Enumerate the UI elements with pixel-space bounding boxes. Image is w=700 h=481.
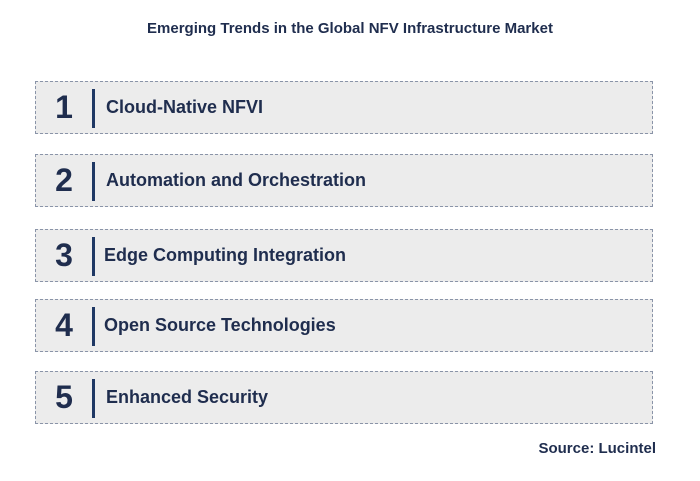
trend-item-2: 2 Automation and Orchestration [35,154,653,207]
trend-divider [92,237,95,276]
trend-number: 2 [55,162,73,198]
diagram-title: Emerging Trends in the Global NFV Infras… [147,20,553,37]
trend-divider [92,307,95,346]
trend-number: 3 [55,237,73,273]
trend-label: Cloud-Native NFVI [106,97,264,117]
trend-divider [92,379,95,418]
trend-label: Open Source Technologies [104,315,336,335]
trend-label: Automation and Orchestration [106,170,367,190]
trend-number: 1 [55,89,73,125]
trend-number: 5 [55,379,73,415]
trend-label: Edge Computing Integration [104,245,346,265]
trend-label: Enhanced Security [106,387,269,407]
source-credit: Source: Lucintel [538,440,656,457]
trend-item-1: 1 Cloud-Native NFVI [35,81,653,134]
trend-divider [92,89,95,128]
trend-item-5: 5 Enhanced Security [35,371,653,424]
trend-item-4: 4 Open Source Technologies [35,299,653,352]
trend-divider [92,162,95,201]
trend-item-3: 3 Edge Computing Integration [35,229,653,282]
trend-number: 4 [55,307,73,343]
